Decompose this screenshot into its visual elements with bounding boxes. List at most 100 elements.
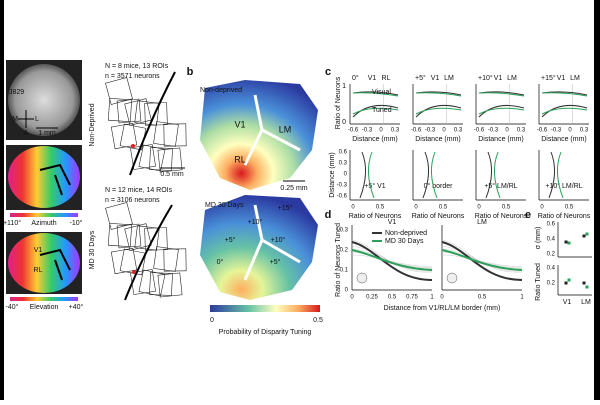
trace [441, 254, 523, 268]
curve [422, 151, 429, 199]
label: V1 [563, 299, 572, 306]
icon [446, 272, 458, 284]
elevation-map [8, 233, 80, 293]
label: 0° [352, 74, 359, 82]
label: +15° [541, 74, 556, 82]
label: +40° [69, 303, 84, 311]
label: +5° [270, 258, 281, 266]
label: 0.6 [547, 222, 556, 228]
label: +15° [278, 204, 293, 212]
label: 0 [379, 128, 383, 134]
label: 0 [345, 288, 349, 294]
label: -40° [6, 303, 19, 311]
label: 0.3 [580, 128, 589, 134]
label: e [525, 209, 531, 221]
label: Visual [372, 89, 391, 96]
label: Distance (mm) [329, 152, 336, 198]
roi [124, 98, 152, 126]
marker [131, 144, 135, 148]
label: N = 12 mice, 14 ROIs [105, 187, 173, 194]
area-border [39, 248, 71, 281]
label: Ratio of Neurons Tuned [335, 223, 342, 297]
roi [107, 222, 133, 248]
label: n = 3106 neurons [105, 197, 160, 204]
label: -0.6 [474, 128, 485, 134]
label: 0.3 [340, 228, 349, 234]
label: L [35, 116, 39, 123]
label: MD 30 Days [89, 230, 96, 269]
label: 0.5 [376, 205, 385, 211]
label: d [325, 209, 332, 221]
label: Non-deprived [200, 87, 242, 94]
label: Ratio Tuned [535, 263, 542, 301]
label: Distance (mm) [478, 136, 524, 143]
label: Ratio of Neurons [538, 213, 591, 220]
label: V1 [368, 75, 377, 82]
colorbar [10, 213, 78, 217]
point [582, 281, 586, 285]
roi [110, 122, 138, 150]
curve [478, 105, 525, 118]
label: 0.5 mm [160, 171, 184, 178]
trace [441, 251, 523, 269]
curve [548, 151, 555, 199]
curve [441, 241, 523, 281]
label: Azimuth [31, 220, 56, 227]
area-border [124, 204, 173, 301]
label: 0 [342, 119, 346, 126]
roi [124, 223, 152, 251]
label: Distance (mm) [352, 136, 398, 143]
label: 0 [568, 128, 572, 134]
area-border [39, 163, 71, 196]
point [585, 285, 589, 289]
label: 0.5 [478, 295, 487, 301]
label: +10° [478, 74, 493, 82]
curve [351, 241, 433, 281]
roi [138, 269, 166, 297]
label: -0.6 [337, 194, 348, 200]
label: 0.5 [439, 205, 448, 211]
roi [157, 272, 183, 298]
label: 0 [210, 317, 214, 324]
roi [105, 77, 133, 105]
marker [132, 270, 136, 274]
label: MD 30 Days [385, 238, 424, 245]
label: RL [382, 75, 391, 82]
curve [352, 105, 399, 118]
label: +10° [271, 236, 286, 244]
label: 0.75 [406, 295, 418, 301]
label: 0.4 [547, 266, 556, 272]
label: 0.3 [391, 128, 400, 134]
label: Non-Deprived [89, 103, 96, 146]
curve [351, 249, 433, 271]
area-border [243, 94, 301, 166]
label: V1 [388, 219, 397, 226]
label: 0.2 [547, 281, 556, 287]
label: 0 [505, 128, 509, 134]
label: 0° [217, 258, 224, 266]
roi [157, 147, 183, 173]
curve [478, 92, 525, 97]
curve [415, 105, 462, 118]
point [567, 278, 571, 282]
label: V1 [494, 75, 503, 82]
label: 0 [344, 172, 348, 178]
label: V1 [431, 75, 440, 82]
label: -0.3 [337, 183, 348, 189]
label: 0.1 [340, 268, 349, 274]
label: -10° [70, 219, 83, 227]
label: Ratio of Neurons [475, 213, 528, 220]
colorbar [210, 305, 320, 312]
curve [415, 92, 462, 97]
point [585, 232, 589, 236]
label: LM [444, 75, 454, 82]
label: +5° [415, 74, 426, 82]
icon [356, 272, 368, 284]
curve [352, 92, 399, 97]
roi [105, 202, 133, 230]
label: 0.2 [340, 248, 349, 254]
label: Probability of Disparity Tuning [219, 329, 312, 336]
label: 0 [351, 205, 355, 211]
label: 0.4 [547, 237, 556, 243]
